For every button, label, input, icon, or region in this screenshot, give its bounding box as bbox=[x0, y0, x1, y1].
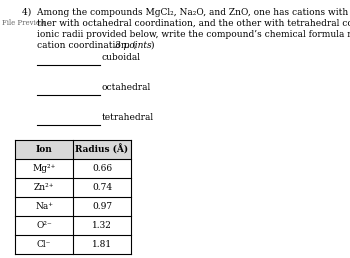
Text: Radius (Å): Radius (Å) bbox=[76, 144, 128, 155]
Text: 4)  Among the compounds MgCl₂, Na₂O, and ZnO, one has cations with cuboidal coor: 4) Among the compounds MgCl₂, Na₂O, and … bbox=[22, 8, 350, 17]
Text: Zn²⁺: Zn²⁺ bbox=[34, 183, 54, 192]
Text: Cl⁻: Cl⁻ bbox=[37, 240, 51, 249]
Text: Mg²⁺: Mg²⁺ bbox=[32, 164, 56, 173]
Bar bbox=[15, 140, 131, 159]
Text: O²⁻: O²⁻ bbox=[36, 221, 52, 230]
Text: cation coordination. (: cation coordination. ( bbox=[37, 41, 136, 50]
Text: cuboidal: cuboidal bbox=[102, 53, 141, 62]
Text: Na⁺: Na⁺ bbox=[35, 202, 53, 211]
Text: 0.74: 0.74 bbox=[92, 183, 112, 192]
Text: Ion: Ion bbox=[36, 145, 52, 154]
Text: File Preview: File Preview bbox=[2, 19, 46, 27]
Text: ionic radii provided below, write the compound’s chemical formula next to the ap: ionic radii provided below, write the co… bbox=[37, 30, 350, 39]
Text: ): ) bbox=[150, 41, 154, 50]
Text: 3 points: 3 points bbox=[115, 41, 152, 50]
Text: tetrahedral: tetrahedral bbox=[102, 113, 154, 122]
Text: 1.32: 1.32 bbox=[92, 221, 112, 230]
Text: 1.81: 1.81 bbox=[92, 240, 112, 249]
Text: octahedral: octahedral bbox=[102, 83, 151, 92]
Text: ther with octahedral coordination, and the other with tetrahedral coordination. : ther with octahedral coordination, and t… bbox=[37, 19, 350, 28]
Text: 0.97: 0.97 bbox=[92, 202, 112, 211]
Text: 0.66: 0.66 bbox=[92, 164, 112, 173]
